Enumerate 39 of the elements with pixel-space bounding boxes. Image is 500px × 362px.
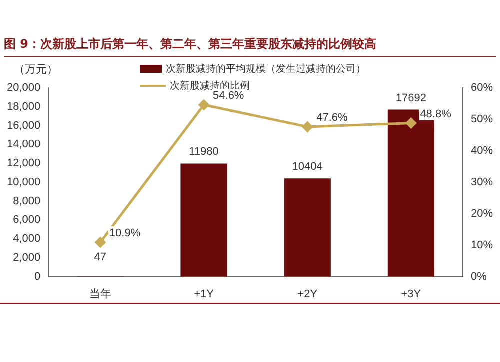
y2-tick-label: 40% — [470, 144, 494, 157]
y2-tick-label: 30% — [470, 176, 494, 188]
y-axis-title: （万元） — [14, 62, 58, 77]
data-label: 47.6% — [316, 112, 348, 124]
y-tick-label: 0 — [34, 270, 41, 283]
y-tick-label: 8,000 — [13, 195, 41, 208]
point — [406, 118, 416, 128]
point — [198, 100, 210, 110]
y-tick-label: 12,000 — [6, 158, 41, 170]
y2-tick-label: 60% — [470, 82, 494, 94]
y2-tick-label: 10% — [470, 239, 494, 252]
x-tick-label: +3Y — [401, 288, 422, 300]
data-label: 47 — [94, 251, 107, 264]
y2-tick-label: 20% — [470, 208, 494, 220]
data-label: 17692 — [396, 92, 426, 104]
point — [95, 237, 106, 248]
x-tick-label: +1Y — [194, 288, 215, 300]
data-label: 48.8% — [420, 108, 452, 120]
y-tick-label: 14,000 — [6, 138, 41, 151]
data-label: 54.6% — [213, 90, 244, 102]
data-label: 10.9% — [109, 228, 141, 240]
x-tick-label: 当年 — [89, 288, 112, 300]
y2-tick-label: 50% — [470, 114, 494, 126]
data-label: 10404 — [292, 161, 323, 174]
y-tick-label: 6,000 — [13, 214, 41, 226]
y2-tick-label: 0% — [470, 270, 488, 283]
y-tick-label: 10,000 — [6, 176, 41, 188]
y-tick-label: 20,000 — [6, 82, 41, 94]
chart-title: 图 9：次新股上市后第一年、第二年、第三年重要股东减持的比例较高 — [4, 36, 496, 57]
y-tick-label: 2,000 — [13, 252, 41, 264]
legend-label: 次新股减持的平均规模（发生过减持的公司） — [166, 62, 366, 76]
data-label: 11980 — [189, 146, 219, 158]
point — [302, 122, 313, 132]
y-tick-label: 18,000 — [6, 100, 41, 113]
y-tick-label: 4,000 — [13, 233, 41, 246]
bar — [180, 164, 228, 277]
bar — [284, 178, 331, 277]
x-tick-label: +2Y — [298, 288, 318, 300]
y-tick-label: 16,000 — [6, 120, 41, 132]
